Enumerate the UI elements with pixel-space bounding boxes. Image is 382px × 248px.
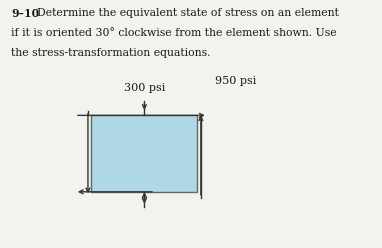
Text: 9–10: 9–10 — [11, 8, 39, 19]
Text: Determine the equivalent state of stress on an element: Determine the equivalent state of stress… — [30, 8, 339, 18]
Text: 300 psi: 300 psi — [124, 83, 165, 93]
Text: 950 psi: 950 psi — [215, 76, 256, 86]
Text: the stress-transformation equations.: the stress-transformation equations. — [11, 48, 210, 58]
Text: if it is oriented 30° clockwise from the element shown. Use: if it is oriented 30° clockwise from the… — [11, 28, 337, 38]
Bar — [91, 115, 197, 192]
